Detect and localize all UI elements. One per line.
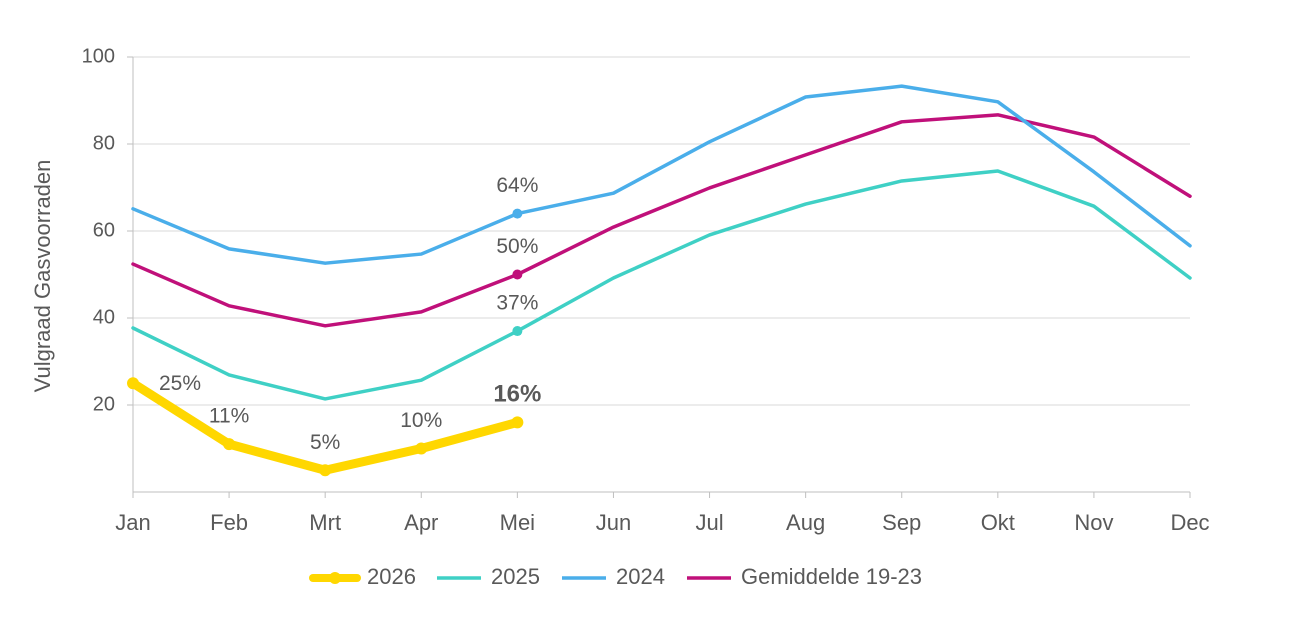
- x-tick-label: Nov: [1074, 510, 1113, 535]
- data-label: 11%: [209, 405, 249, 428]
- legend-label: 2026: [367, 564, 416, 589]
- series-line: [131, 169, 1192, 401]
- x-tick-label: Aug: [786, 510, 825, 535]
- x-tick-label: Jun: [596, 510, 631, 535]
- series-line: [131, 113, 1192, 328]
- legend-marker: [329, 572, 341, 584]
- x-tick-label: Apr: [404, 510, 438, 535]
- legend-label: Gemiddelde 19-23: [741, 564, 922, 589]
- data-label: 16%: [493, 381, 541, 408]
- y-tick-label: 100: [82, 45, 115, 67]
- x-tick-label: Jan: [115, 510, 150, 535]
- data-point: [511, 416, 524, 429]
- data-label: 64%: [496, 174, 538, 197]
- data-point: [512, 326, 523, 337]
- x-tick-label: Dec: [1170, 510, 1209, 535]
- data-point: [319, 464, 332, 477]
- data-point: [512, 208, 523, 219]
- data-label: 37%: [496, 292, 538, 315]
- x-tick-label: Okt: [981, 510, 1015, 535]
- data-label: 25%: [159, 372, 201, 395]
- y-tick-label: 40: [93, 306, 115, 328]
- x-tick-label: Jul: [695, 510, 723, 535]
- data-point: [223, 438, 236, 451]
- series-line: [131, 84, 1192, 265]
- data-point: [512, 269, 523, 280]
- data-label: 5%: [310, 431, 340, 454]
- legend-label: 2025: [491, 564, 540, 589]
- y-tick-label: 20: [93, 393, 115, 415]
- x-tick-label: Sep: [882, 510, 921, 535]
- y-tick-label: 80: [93, 132, 115, 154]
- data-label: 50%: [496, 235, 538, 258]
- x-tick-label: Mei: [500, 510, 535, 535]
- y-axis-label: Vulgraad Gasvoorraden: [30, 160, 55, 393]
- series-line: [128, 378, 522, 475]
- legend-label: 2024: [616, 564, 665, 589]
- data-point: [127, 377, 139, 390]
- x-tick-label: Mrt: [309, 510, 341, 535]
- data-label: 10%: [400, 409, 442, 432]
- y-tick-label: 60: [93, 219, 115, 241]
- data-point: [415, 442, 428, 455]
- x-tick-label: Feb: [210, 510, 248, 535]
